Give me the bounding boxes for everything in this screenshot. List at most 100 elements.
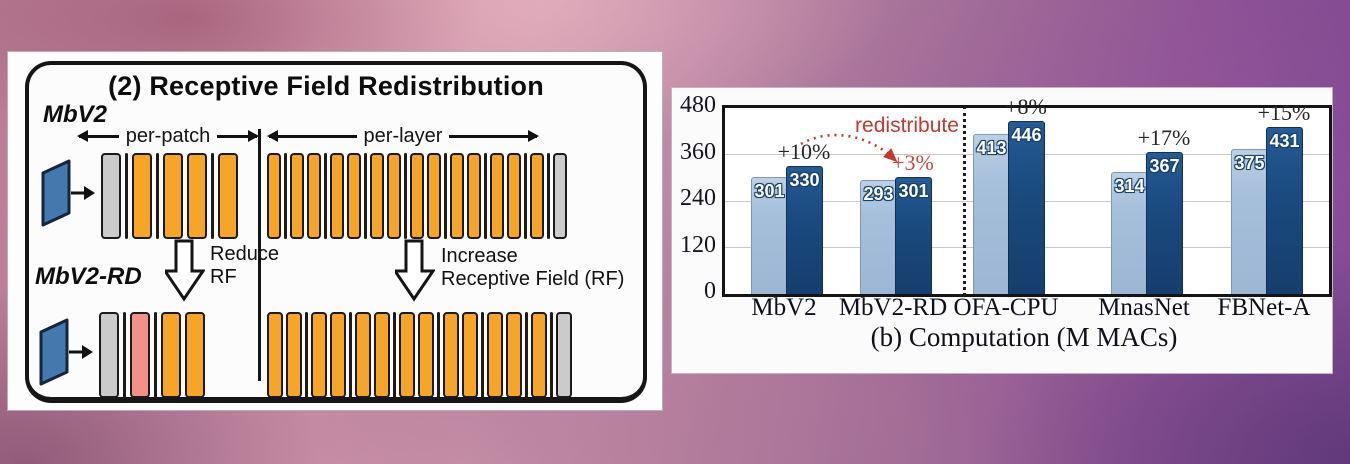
group-separator-dashed-line (963, 106, 966, 296)
chart-bar-MnasNet-light: 314 (1111, 172, 1148, 294)
x-tick-label-OFA-CPU: OFA-CPU (953, 294, 1059, 321)
conv-block (218, 153, 238, 239)
x-tick-label-MnasNet: MnasNet (1098, 294, 1190, 321)
receptive-field-diagram-panel: (2) Receptive Field Redistribution MbV2 … (8, 52, 662, 410)
block-separator-line (305, 312, 308, 398)
conv-block (330, 153, 344, 239)
block-separator-line (404, 153, 407, 239)
conv-block (267, 312, 283, 398)
block-separator-line (484, 153, 487, 239)
conv-block (267, 153, 281, 239)
model-label-mbv2: MbV2 (43, 101, 108, 128)
reduced-rf-block (130, 312, 150, 398)
mbv2-per-patch-blocks (101, 153, 238, 239)
conv-block (399, 312, 415, 398)
y-tick-label-240: 240 (680, 185, 716, 211)
right-arrow-icon (449, 129, 539, 142)
gray-block (553, 153, 567, 239)
conv-block (450, 153, 464, 239)
conv-block (387, 153, 401, 239)
y-tick-label-120: 120 (680, 232, 716, 258)
reduce-line1: Reduce (210, 243, 279, 265)
computation-chart-panel: 0 120 240 360 480 301 330 +10% 293 301 +3% 413 446 +… (672, 88, 1332, 373)
conv-block (443, 312, 459, 398)
increase-line1: Increase (441, 245, 518, 267)
gray-block (556, 312, 572, 398)
conv-block (355, 312, 371, 398)
conv-block (418, 312, 434, 398)
conv-block (507, 153, 521, 239)
bar-value-label: 446 (1011, 125, 1042, 145)
conv-block (330, 312, 346, 398)
block-separator-line (547, 153, 550, 239)
conv-block (185, 312, 205, 398)
block-separator-line (349, 312, 352, 398)
conv-block (374, 312, 390, 398)
conv-block (187, 153, 207, 239)
conv-block (427, 153, 441, 239)
chart-bar-MbV2-light: 301 (751, 177, 788, 294)
mbv2rd-per-layer-blocks (267, 312, 572, 398)
bar-value-label: 330 (789, 170, 820, 190)
percent-overhead-label: +15% (1257, 100, 1311, 125)
increase-line2: Receptive Field (RF) (441, 268, 625, 290)
conv-block (467, 153, 481, 239)
block-separator-line (525, 312, 528, 398)
block-separator-line (123, 312, 126, 398)
mbv2rd-per-patch-blocks (99, 312, 205, 398)
block-separator-line (211, 153, 214, 239)
percent-overhead-label: +10% (777, 139, 831, 164)
conv-block (307, 153, 321, 239)
conv-block (487, 312, 503, 398)
chart-bar-OFA-CPU-light: 413 (973, 134, 1010, 294)
diagram-border-box: (2) Receptive Field Redistribution MbV2 … (25, 61, 647, 403)
bar-value-label: 301 (754, 181, 785, 201)
increase-rf-arrow-icon (395, 239, 435, 302)
reduce-rf-arrow-icon (165, 239, 205, 302)
y-tick-label-360: 360 (680, 139, 716, 165)
per-layer-span-arrow: per-layer (267, 124, 539, 147)
bar-value-label: 301 (898, 181, 929, 201)
block-separator-line (444, 153, 447, 239)
per-patch-label: per-patch (125, 124, 211, 147)
conv-block (462, 312, 478, 398)
chart-caption: (b) Computation (M MACs) (870, 322, 1178, 352)
reduce-rf-note: Reduce RF (210, 243, 279, 289)
percent-overhead-label: +17% (1137, 125, 1191, 150)
per-layer-label: per-layer (363, 124, 443, 147)
conv-block (163, 153, 183, 239)
conv-block (347, 153, 361, 239)
bar-value-label: 367 (1149, 156, 1180, 176)
stage-divider-line (258, 129, 261, 381)
conv-block (290, 153, 304, 239)
conv-block (506, 312, 522, 398)
gray-block (101, 153, 121, 239)
conv-block (311, 312, 327, 398)
chart-bar-OFA-CPU-dark: 446 (1008, 121, 1045, 294)
chart-bar-MbV2-RD-dark: 301 (895, 177, 932, 294)
bar-value-label: 314 (1114, 176, 1145, 196)
block-separator-line (481, 312, 484, 398)
reduce-line2: RF (210, 266, 237, 288)
block-separator-line (550, 312, 553, 398)
conv-block (161, 312, 181, 398)
left-arrow-icon (267, 129, 357, 142)
x-tick-label-MbV2: MbV2 (751, 294, 817, 321)
chart-bar-FBNet-A-dark: 431 (1266, 127, 1303, 294)
left-arrow-icon (77, 129, 119, 142)
input-image-icon (41, 159, 95, 227)
conv-block (490, 153, 504, 239)
conv-block (370, 153, 384, 239)
redistribute-annotation: redistribute (855, 114, 959, 137)
gray-block (99, 312, 119, 398)
chart-bar-FBNet-A-light: 375 (1231, 149, 1268, 294)
conv-block (531, 312, 547, 398)
bar-value-label: 375 (1234, 153, 1265, 173)
x-tick-label-MbV2-RD: MbV2-RD (838, 294, 948, 321)
block-separator-line (156, 153, 159, 239)
chart-bar-MbV2-RD-light: 293 (860, 180, 897, 294)
block-separator-line (154, 312, 157, 398)
block-separator-line (324, 153, 327, 239)
block-separator-line (125, 153, 128, 239)
